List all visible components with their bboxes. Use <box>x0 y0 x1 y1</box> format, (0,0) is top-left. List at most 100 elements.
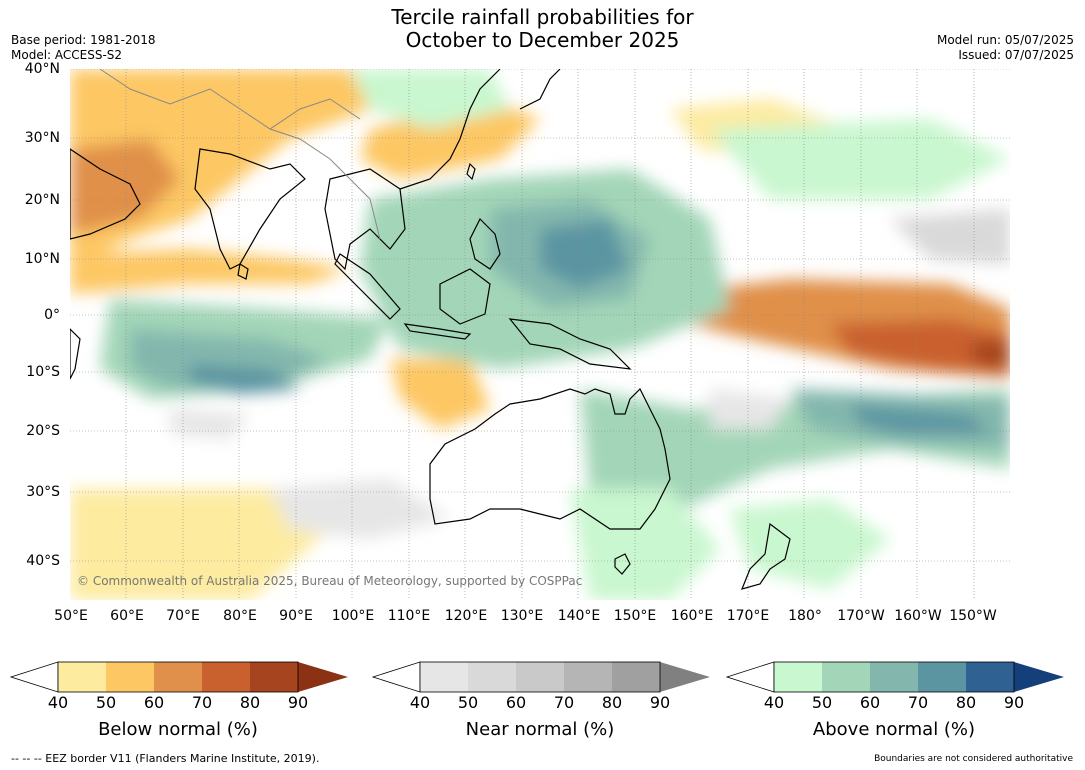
copyright-text: © Commonwealth of Australia 2025, Bureau… <box>77 574 583 588</box>
lon-label-180: 180° <box>788 608 822 624</box>
near-tick-40: 40 <box>409 693 431 712</box>
coastline-indochina <box>324 168 406 271</box>
lon-label-170w: 170°W <box>837 608 885 624</box>
colorbar-above-upper-arrow <box>1014 662 1064 692</box>
colorbar-below-swatch-40 <box>58 662 106 692</box>
colorbar-above-normal <box>726 661 1064 693</box>
near-tick-90: 90 <box>649 693 671 712</box>
lon-label-150w: 150°W <box>949 608 997 624</box>
colorbar-below-swatch-80 <box>250 662 298 692</box>
lon-label-80e: 80°E <box>223 608 257 624</box>
colorbar-above-swatch-80 <box>966 662 1014 692</box>
coastline-borneo <box>439 268 491 325</box>
lon-label-160w: 160°W <box>894 608 942 624</box>
map-canvas <box>70 69 1010 600</box>
lat-label-10n: 10°N <box>24 251 60 267</box>
near-normal-title: Near normal (%) <box>465 719 615 740</box>
colorbar-above-lower-arrow <box>726 661 775 693</box>
lon-label-60e: 60°E <box>110 608 144 624</box>
near-tick-50: 50 <box>457 693 479 712</box>
below-tick-90: 90 <box>287 693 309 712</box>
lon-label-160e: 160°E <box>670 608 714 624</box>
below-tick-70: 70 <box>191 693 213 712</box>
coastline-east-asia <box>399 69 501 190</box>
below-tick-80: 80 <box>239 693 261 712</box>
colorbar-near-swatch-70 <box>564 662 612 692</box>
coastline-new-zealand <box>740 522 791 590</box>
lon-label-170e: 170°E <box>726 608 770 624</box>
below-tick-40: 40 <box>47 693 69 712</box>
model-text: Model: ACCESS-S2 <box>11 48 123 62</box>
coastline-sri-lanka <box>237 263 249 280</box>
lon-label-140e: 140°E <box>557 608 601 624</box>
lon-label-50e: 50°E <box>54 608 88 624</box>
lat-label-20n: 20°N <box>24 192 60 208</box>
coastline-tasmania <box>614 553 631 575</box>
country-borders <box>99 69 381 240</box>
colorbar-above-swatch-40 <box>774 662 822 692</box>
lat-label-0: 0° <box>44 307 60 323</box>
colorbar-below-swatch-50 <box>106 662 154 692</box>
graticule <box>70 69 1010 600</box>
colorbar-below-normal <box>10 661 348 693</box>
near-tick-80: 80 <box>601 693 623 712</box>
above-normal-title: Above normal (%) <box>812 719 976 740</box>
coastline-sumatra <box>334 253 401 320</box>
lat-label-30s: 30°S <box>26 484 60 500</box>
colorbar-below-lower-arrow <box>10 661 59 693</box>
lon-label-100e: 100°E <box>331 608 375 624</box>
lon-label-90e: 90°E <box>279 608 313 624</box>
lat-label-40s: 40°S <box>26 553 60 569</box>
above-tick-60: 60 <box>859 693 881 712</box>
coastline-japan <box>519 69 561 110</box>
colorbar-above-swatch-70 <box>918 662 966 692</box>
coastline-arabia <box>70 148 141 240</box>
colorbar-below-upper-arrow <box>298 662 348 692</box>
above-tick-40: 40 <box>763 693 785 712</box>
colorbar-above-swatch-50 <box>822 662 870 692</box>
model-run-text: Model run: 05/07/2025 <box>936 33 1074 47</box>
colorbar-below-swatch-60 <box>154 662 202 692</box>
coastline-java <box>403 323 472 340</box>
colorbar-near-upper-arrow <box>660 662 710 692</box>
coastline-east-africa <box>70 328 81 380</box>
probability-shading <box>70 69 1010 600</box>
base-period-text: Base period: 1981-2018 <box>11 33 156 47</box>
colorbar-near-lower-arrow <box>372 661 421 693</box>
coastline-taiwan <box>466 162 476 181</box>
map-title-line-2: October to December 2025 <box>405 28 680 52</box>
coastline-new-guinea <box>508 318 632 370</box>
colorbar-above-swatch-60 <box>870 662 918 692</box>
colorbar-near-swatch-60 <box>516 662 564 692</box>
above-tick-50: 50 <box>811 693 833 712</box>
lat-label-30n: 30°N <box>24 130 60 146</box>
below-tick-50: 50 <box>95 693 117 712</box>
above-tick-90: 90 <box>1003 693 1025 712</box>
rainfall-probability-map: © Commonwealth of Australia 2025, Bureau… <box>70 69 1010 600</box>
colorbar-near-swatch-40 <box>420 662 468 692</box>
colorbar-near-normal <box>372 661 710 693</box>
issued-text: Issued: 07/07/2025 <box>958 48 1074 62</box>
lat-label-20s: 20°S <box>26 423 60 439</box>
lon-label-70e: 70°E <box>166 608 200 624</box>
colorbar-near-swatch-80 <box>612 662 660 692</box>
near-tick-70: 70 <box>553 693 575 712</box>
below-normal-title: Below normal (%) <box>98 719 258 740</box>
colorbar-below-swatch-70 <box>202 662 250 692</box>
eez-border-note: -- -- -- EEZ border V11 (Flanders Marine… <box>11 752 320 765</box>
coastlines <box>70 69 791 590</box>
below-tick-60: 60 <box>143 693 165 712</box>
lat-label-40n: 40°N <box>24 61 60 77</box>
lon-label-110e: 110°E <box>387 608 431 624</box>
lon-label-120e: 120°E <box>444 608 488 624</box>
above-tick-70: 70 <box>907 693 929 712</box>
near-tick-60: 60 <box>505 693 527 712</box>
lon-label-150e: 150°E <box>613 608 657 624</box>
colorbar-near-swatch-50 <box>468 662 516 692</box>
coastline-india <box>194 148 306 270</box>
lon-label-130e: 130°E <box>500 608 544 624</box>
boundaries-disclaimer: Boundaries are not considered authoritat… <box>874 754 1073 764</box>
coastline-philippines <box>469 217 501 270</box>
lat-label-10s: 10°S <box>26 364 60 380</box>
coastline-australia <box>429 387 671 530</box>
